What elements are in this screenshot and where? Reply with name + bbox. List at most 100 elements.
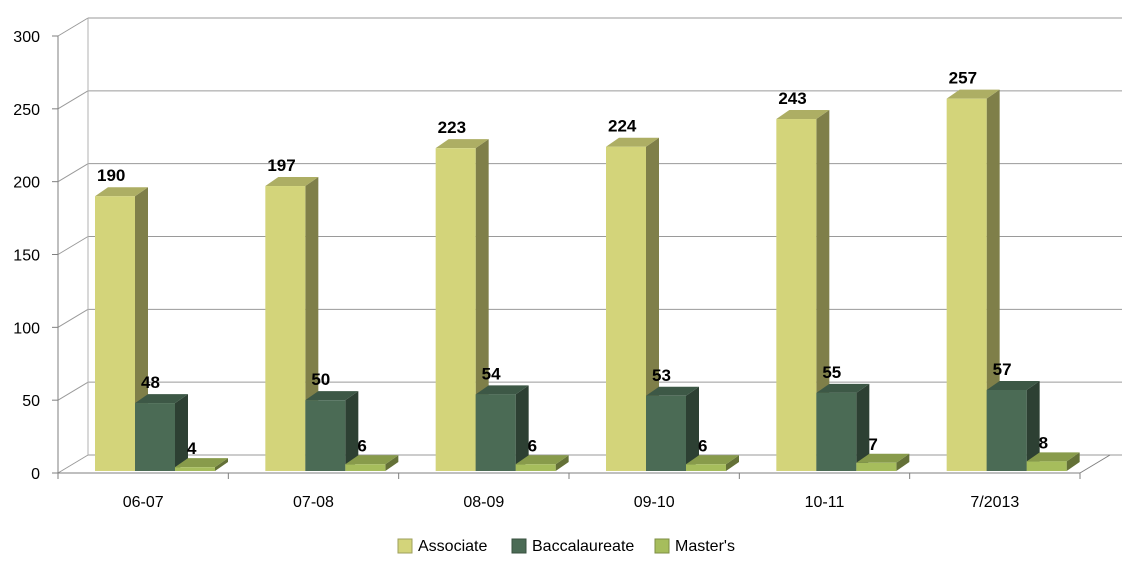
bar-side — [896, 453, 910, 471]
data-label: 224 — [608, 117, 637, 136]
bar-front — [776, 119, 817, 471]
data-label: 55 — [822, 363, 841, 382]
data-label: 197 — [267, 156, 295, 175]
y-tick-label: 100 — [13, 320, 40, 337]
bar-front — [475, 394, 516, 471]
gridline-depth — [57, 381, 89, 401]
bar-side — [515, 385, 529, 471]
bar-master-s-07-08 — [345, 455, 399, 471]
bar-baccalaureate-06-07 — [135, 394, 188, 471]
bar-side — [986, 89, 1000, 472]
data-label: 7 — [868, 435, 877, 454]
gridline-depth — [57, 90, 89, 110]
data-label: 6 — [698, 436, 707, 455]
bar-top — [646, 386, 699, 396]
bar-baccalaureate-09-10 — [646, 386, 699, 471]
data-label: 4 — [187, 439, 197, 458]
legend: Associate Baccalaureate Master's — [397, 538, 735, 555]
y-tick-label: 300 — [13, 29, 40, 46]
data-label: 6 — [528, 436, 537, 455]
bar-top — [95, 187, 148, 197]
bar-baccalaureate-10-11 — [816, 383, 870, 471]
gridline-depth — [57, 308, 89, 328]
bar-top — [816, 383, 870, 393]
bar-layer — [95, 89, 1080, 472]
data-label: 8 — [1039, 433, 1048, 452]
bar-front — [265, 186, 306, 471]
x-tick-label: 7/2013 — [970, 494, 1019, 511]
bar-side — [1066, 452, 1080, 471]
bar-top — [135, 394, 188, 404]
bar-top — [435, 139, 489, 149]
data-label: 190 — [97, 166, 125, 185]
floor-edge — [1079, 454, 1111, 474]
bar-associate-08-09 — [435, 139, 489, 471]
bar-top — [175, 458, 228, 468]
bar-front — [1026, 461, 1067, 471]
bar-side — [555, 455, 569, 471]
legend-swatch — [397, 538, 413, 554]
bar-front — [606, 146, 646, 471]
x-tick-label: 07-08 — [293, 494, 334, 511]
axis-layer: 0 50 100 150 200 250 300 06-07 07-08 08-09 09-10 10… — [13, 18, 1111, 511]
data-label: 6 — [357, 436, 366, 455]
bar-front — [305, 400, 346, 471]
bar-front — [345, 464, 386, 471]
bar-master-s-10-11 — [856, 453, 910, 471]
legend-label: Associate — [418, 538, 487, 555]
bar-top — [305, 391, 359, 401]
x-tick-label: 10-11 — [805, 494, 845, 511]
data-label: 50 — [311, 370, 330, 389]
bar-side — [726, 455, 739, 471]
bar-front — [135, 403, 175, 471]
bar-front — [435, 148, 476, 471]
x-tick-label: 06-07 — [123, 494, 164, 511]
bar-front — [686, 464, 726, 471]
y-tick-label: 150 — [13, 248, 40, 265]
data-label: 223 — [438, 118, 466, 137]
bar-front — [816, 392, 857, 471]
bar-top — [1026, 452, 1080, 462]
bar-side — [856, 383, 870, 471]
label-layer: 190 48 4 197 50 6 223 54 6 224 53 6 243 55 7 257 57 8 — [97, 69, 1048, 459]
x-tick-label: 08-09 — [463, 494, 504, 511]
bar-master-s-06-07 — [175, 458, 228, 471]
gridline-depth — [57, 163, 89, 183]
bar-side — [385, 455, 399, 471]
bar-side — [1026, 380, 1040, 471]
bar-top — [475, 385, 529, 395]
gridline-depth — [57, 236, 89, 255]
legend-label: Baccalaureate — [532, 538, 634, 555]
bar-top — [265, 177, 319, 187]
bar-front — [986, 389, 1027, 471]
bar-baccalaureate-08-09 — [475, 385, 529, 471]
bar-side — [686, 386, 699, 471]
bar-master-s-7-2013 — [1026, 452, 1080, 471]
bar-side — [816, 110, 830, 471]
bar-side — [175, 394, 188, 471]
bar-top — [946, 89, 1000, 99]
bar-side — [646, 137, 659, 471]
bar-side — [215, 458, 228, 471]
bar-top — [345, 455, 399, 465]
legend-swatch — [654, 538, 670, 554]
y-tick-label: 250 — [13, 102, 40, 119]
y-tick-label: 50 — [22, 393, 40, 410]
bar-associate-09-10 — [606, 137, 659, 471]
bar-top — [686, 455, 739, 465]
legend-item-master-s: Master's — [654, 538, 735, 555]
gridline-depth — [57, 17, 89, 37]
bar-top — [606, 137, 659, 147]
data-label: 54 — [482, 364, 501, 383]
bar-top — [856, 453, 910, 463]
bar-front — [856, 462, 897, 471]
x-tick-label: 09-10 — [634, 494, 675, 511]
bar-baccalaureate-07-08 — [305, 391, 359, 471]
data-label: 53 — [652, 366, 671, 385]
bar-master-s-08-09 — [515, 455, 569, 471]
legend-swatch — [511, 538, 527, 554]
data-label: 243 — [778, 89, 806, 108]
legend-item-baccalaureate: Baccalaureate — [511, 538, 634, 555]
bar-front — [515, 464, 556, 471]
